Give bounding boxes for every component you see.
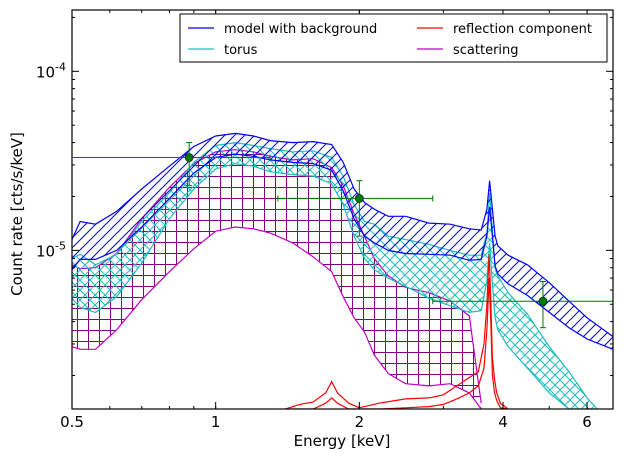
model-with-background-upper-line: [72, 132, 613, 338]
data-point-2: [354, 194, 364, 203]
x-tick-label: 0.5: [60, 413, 84, 431]
torus-lower-line: [72, 162, 598, 409]
x-tick-label: 2: [355, 413, 365, 431]
model-with-background-band-fill: [72, 133, 613, 350]
model-with-background-lower-line: [72, 153, 613, 350]
data-point-3: [538, 296, 548, 306]
x-axis-label: Energy [keV]: [294, 432, 391, 450]
scattering-lower-line: [72, 226, 482, 409]
scattering-band-fill: [72, 149, 482, 409]
y-tick-label: 10-5: [36, 239, 66, 260]
y-axis-label: Count rate [cts/s/keV]: [8, 132, 26, 296]
x-tick-label: 1: [211, 413, 221, 431]
legend-label-torus: torus: [224, 43, 258, 58]
legend-label-model: model with background: [224, 22, 377, 37]
x-tick-label: 4: [498, 413, 508, 431]
legend: model with background torus reflection c…: [179, 13, 608, 63]
reflection-component-lower-line: [285, 278, 509, 409]
data-point-1: [184, 153, 194, 162]
legend-box: [179, 13, 608, 63]
y-tick-label: 10-4: [36, 60, 66, 81]
axis-ticks: 0.5 1 2 4 6 10-5 10-4: [36, 10, 613, 431]
model-bands: [72, 132, 613, 409]
legend-label-reflection: reflection component: [453, 22, 592, 37]
data-points: [72, 142, 613, 329]
legend-label-scattering: scattering: [453, 43, 519, 58]
x-tick-label: 6: [582, 413, 592, 431]
reflection-component-upper-line: [285, 254, 509, 409]
plot-frame: [71, 9, 614, 410]
